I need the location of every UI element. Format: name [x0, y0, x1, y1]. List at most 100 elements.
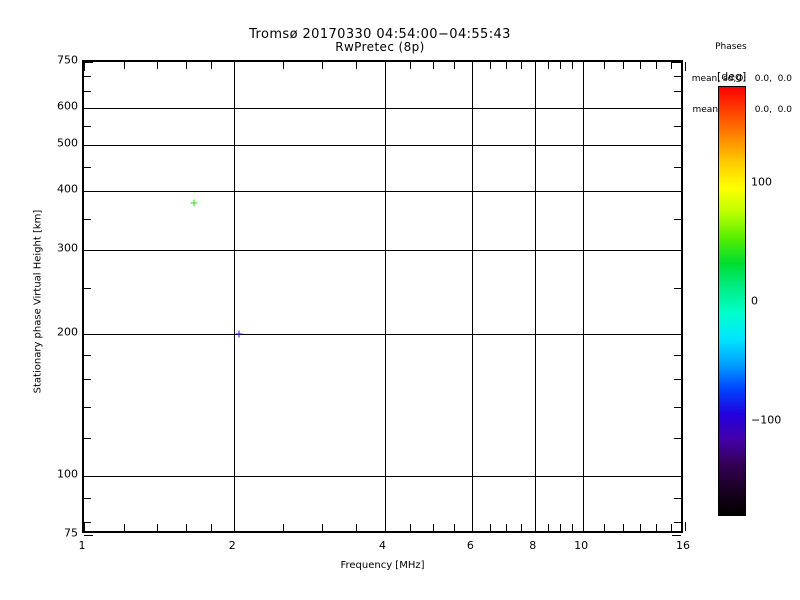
gridline-vertical	[384, 62, 386, 531]
axis-tick-minor	[84, 287, 91, 289]
axis-tick-minor	[622, 524, 624, 531]
axis-tick-minor	[432, 524, 434, 531]
x-axis-tick-label: 2	[228, 539, 236, 552]
axis-tick-minor	[355, 62, 357, 69]
colorbar-tick-label: 100	[751, 175, 772, 189]
axis-tick-minor	[674, 125, 681, 127]
axis-tick-minor	[547, 524, 549, 531]
axis-tick-minor	[603, 62, 605, 69]
axis-tick-minor	[185, 524, 187, 531]
axis-tick	[685, 62, 686, 71]
axis-tick-minor	[453, 524, 455, 531]
gridline-vertical	[534, 62, 536, 531]
x-axis-tick-label: 1	[78, 539, 86, 552]
axis-tick-minor	[674, 438, 681, 440]
gridline-horizontal	[84, 145, 681, 147]
y-axis-tick-label: 500	[57, 136, 78, 150]
axis-tick-minor	[432, 62, 434, 69]
x-axis-tick-label: 16	[676, 539, 690, 552]
axis-tick-minor	[674, 76, 681, 78]
colorbar-tick-label: −100	[751, 413, 782, 427]
axis-tick-minor	[489, 62, 491, 69]
axis-tick-minor	[639, 62, 641, 69]
axis-tick-minor	[520, 524, 522, 531]
axis-tick-minor	[211, 524, 213, 531]
data-point-marker	[235, 330, 243, 338]
gridline-horizontal	[84, 333, 681, 335]
axis-tick-minor	[410, 62, 412, 69]
axis-tick-minor	[156, 524, 158, 531]
phase-stats-row-o: mean, sd,O: 0.0, 0.0	[691, 73, 792, 84]
axis-tick	[672, 535, 681, 536]
axis-tick-minor	[156, 62, 158, 69]
axis-tick-minor	[674, 287, 681, 289]
axis-tick-minor	[84, 497, 91, 499]
y-axis-tick-label: 400	[57, 182, 78, 196]
chart-subtitle: RwPretec (8p)	[335, 40, 425, 54]
data-point-marker	[190, 199, 198, 207]
axis-tick-minor	[674, 406, 681, 408]
axis-tick-minor	[282, 62, 284, 69]
axis-tick-minor	[671, 524, 672, 531]
y-axis-tick-label: 300	[57, 241, 78, 255]
axis-tick-minor	[572, 62, 573, 69]
axis-tick-minor	[355, 524, 357, 531]
axis-tick-minor	[322, 524, 324, 531]
axis-tick-minor	[674, 521, 681, 523]
axis-tick	[672, 62, 681, 63]
y-axis-tick-label: 600	[57, 99, 78, 113]
axis-tick	[84, 62, 93, 63]
axis-tick-minor	[84, 521, 91, 523]
axis-tick	[84, 535, 93, 536]
axis-tick-minor	[84, 125, 91, 127]
axis-tick-minor	[639, 524, 641, 531]
axis-tick-minor	[674, 355, 681, 357]
chart-title: Tromsø 20170330 04:54:00−04:55:43	[249, 27, 511, 42]
plot-area	[82, 60, 686, 536]
axis-tick-minor	[84, 438, 91, 440]
axis-tick-minor	[656, 62, 658, 69]
y-axis-tick-label: 75	[64, 526, 78, 540]
x-axis-tick-label: 4	[379, 539, 386, 552]
axis-tick-minor	[123, 62, 125, 69]
axis-tick-minor	[674, 379, 681, 381]
y-axis-tick-label: 100	[57, 467, 78, 481]
colorbar	[718, 86, 746, 516]
axis-tick-minor	[185, 62, 187, 69]
gridline-vertical	[234, 62, 236, 531]
axis-tick	[685, 522, 686, 531]
axis-tick-minor	[674, 497, 681, 499]
axis-tick-minor	[84, 379, 91, 381]
axis-tick-minor	[520, 62, 522, 69]
axis-tick-minor	[674, 166, 681, 168]
gridline-vertical	[583, 62, 585, 531]
x-axis-title: Frequency [MHz]	[340, 560, 425, 571]
axis-tick-minor	[84, 355, 91, 357]
axis-tick-minor	[84, 76, 91, 78]
x-axis-tick-label: 6	[466, 539, 474, 552]
axis-tick-minor	[560, 62, 562, 69]
axis-tick-minor	[671, 62, 672, 69]
axis-tick-minor	[603, 524, 605, 531]
gridline-horizontal	[84, 475, 681, 477]
colorbar-tick-label: 0	[751, 294, 758, 308]
axis-tick-minor	[84, 406, 91, 408]
axis-tick-minor	[547, 62, 549, 69]
gridline-horizontal	[84, 107, 681, 109]
axis-tick-minor	[123, 524, 125, 531]
axis-tick-minor	[505, 524, 507, 531]
y-axis-tick-label: 200	[57, 325, 78, 339]
axis-tick	[84, 522, 85, 531]
axis-tick-minor	[322, 62, 324, 69]
axis-tick-minor	[84, 166, 91, 168]
axis-tick-minor	[84, 218, 91, 220]
axis-tick-minor	[560, 524, 562, 531]
axis-tick-minor	[505, 62, 507, 69]
axis-tick-minor	[656, 524, 658, 531]
x-axis-tick-label: 8	[529, 539, 537, 552]
axis-tick-minor	[489, 524, 491, 531]
axis-tick	[84, 62, 85, 71]
colorbar-unit-label: [deg]	[717, 70, 747, 83]
axis-tick-minor	[211, 62, 213, 69]
